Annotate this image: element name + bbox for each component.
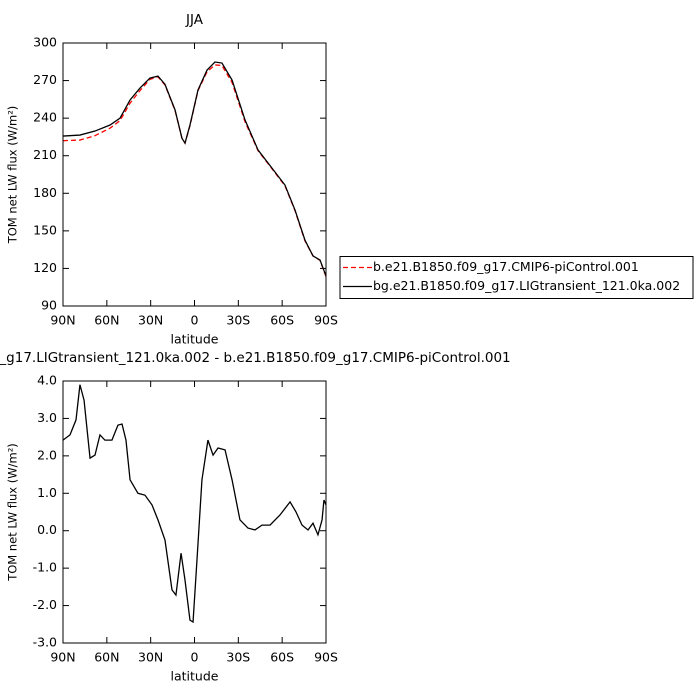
y-tick-label: 2.0 [37, 447, 57, 462]
y-axis-label: TOM net LW flux (W/m²) [6, 106, 20, 245]
y-tick-label: 300 [33, 35, 57, 50]
y-tick-label: 4.0 [37, 373, 57, 388]
x-tick-label: 30N [138, 313, 163, 328]
x-tick-label: 90N [50, 313, 75, 328]
plot-frame [62, 42, 327, 307]
x-tick-label: 60S [270, 650, 294, 665]
x-tick-label: 0 [191, 650, 199, 665]
x-axis-label: latitude [171, 669, 219, 684]
x-tick-label: 90N [50, 650, 75, 665]
data-line [62, 61, 327, 277]
x-axis-label: latitude [171, 332, 219, 347]
x-tick-label: 30S [226, 313, 250, 328]
data-line [62, 384, 327, 624]
x-tick-label: 30N [138, 650, 163, 665]
legend-label: bg.e21.B1850.f09_g17.LIGtransient_121.0k… [373, 278, 680, 293]
y-tick-label: -1.0 [33, 560, 57, 575]
x-tick-label: 90S [314, 650, 338, 665]
y-tick-label: 90 [41, 298, 57, 313]
y-tick-label: -2.0 [33, 597, 57, 612]
x-tick-label: 60N [94, 313, 119, 328]
y-tick-label: 3.0 [37, 410, 57, 425]
y-tick-label: -3.0 [33, 635, 57, 650]
y-tick-label: 210 [33, 147, 57, 162]
y-axis-label: TOM net LW flux (W/m²) [6, 443, 20, 582]
y-tick-label: 120 [33, 260, 57, 275]
data-line [62, 64, 327, 277]
y-tick-label: 150 [33, 222, 57, 237]
x-tick-label: 60N [94, 650, 119, 665]
plot-frame [62, 380, 327, 644]
x-tick-label: 30S [226, 650, 250, 665]
chart-title: bg.e21.B1850.f09_g17.LIGtransient_121.0k… [0, 350, 511, 366]
x-tick-label: 0 [191, 313, 199, 328]
y-tick-label: 180 [33, 185, 57, 200]
y-tick-label: 1.0 [37, 485, 57, 500]
y-tick-label: 0.0 [37, 522, 57, 537]
y-tick-label: 240 [33, 110, 57, 125]
y-tick-label: 270 [33, 72, 57, 87]
chart-title: JJA [185, 12, 204, 28]
legend-label: b.e21.B1850.f09_g17.CMIP6-piControl.001 [373, 259, 639, 274]
x-tick-label: 90S [314, 313, 338, 328]
x-tick-label: 60S [270, 313, 294, 328]
legend-box [339, 256, 694, 299]
